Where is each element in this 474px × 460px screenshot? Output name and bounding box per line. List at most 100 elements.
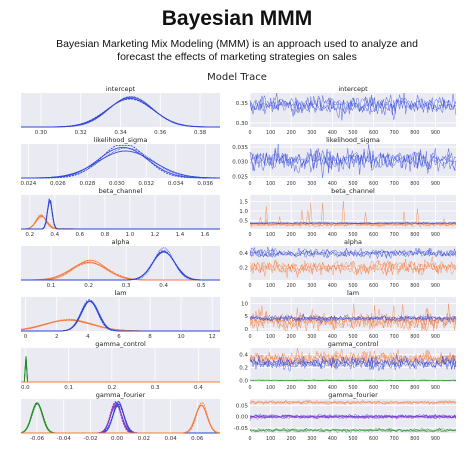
x-tick-label: 0.8 bbox=[100, 232, 109, 238]
y-tick-label: -0.05 bbox=[234, 426, 249, 432]
x-tick-label: 0.034 bbox=[168, 181, 184, 187]
x-tick-label: 500 bbox=[348, 283, 357, 289]
trace-line-blue-chain-4 bbox=[249, 144, 457, 179]
x-tick-label: 0.36 bbox=[154, 130, 167, 136]
x-tick-label: 800 bbox=[410, 334, 419, 340]
x-tick-label: 0.026 bbox=[50, 181, 66, 187]
x-tick-label: -0.04 bbox=[57, 436, 72, 442]
trace-line-blue-chain-4 bbox=[249, 247, 457, 258]
plot-area bbox=[21, 144, 220, 178]
trace-line-orange-chain-4 bbox=[249, 305, 457, 331]
subplot-title: gamma_control bbox=[328, 340, 379, 348]
x-tick-label: 0.34 bbox=[114, 130, 127, 136]
x-tick-label: 100 bbox=[266, 385, 275, 391]
x-tick-label: 0.32 bbox=[75, 130, 87, 136]
x-tick-label: 100 bbox=[266, 232, 275, 238]
x-tick-label: 900 bbox=[431, 385, 440, 391]
x-tick-label: 200 bbox=[287, 334, 296, 340]
subplot-title: gamma_fourier bbox=[328, 391, 378, 399]
x-tick-label: 500 bbox=[348, 232, 357, 238]
y-tick-label: 10 bbox=[241, 301, 248, 307]
y-tick-label: 0.025 bbox=[232, 175, 248, 181]
x-tick-label: 600 bbox=[369, 130, 378, 136]
subplot-title: beta_channel bbox=[331, 187, 375, 195]
x-tick-label: 100 bbox=[266, 436, 275, 442]
x-tick-label: 200 bbox=[287, 232, 296, 238]
x-tick-label: 0.028 bbox=[79, 181, 95, 187]
page-subtitle: Bayesian Marketing Mix Modeling (MMM) is… bbox=[56, 38, 418, 63]
x-tick-label: 0 bbox=[248, 130, 251, 136]
x-tick-label: 500 bbox=[348, 385, 357, 391]
trace-line-blue-chain-4 bbox=[249, 356, 457, 370]
figure-title: Model Trace bbox=[207, 72, 267, 83]
subplot-title: alpha bbox=[344, 238, 362, 246]
x-tick-label: 0.04 bbox=[164, 436, 177, 442]
subplot-density-lam: lam 0 2 4 6 8 10 12 bbox=[20, 289, 220, 340]
x-tick-label: 0.4 bbox=[159, 283, 168, 289]
y-tick-label: 0.2 bbox=[239, 266, 248, 272]
subplot-trace-likelihood-sigma: likelihood_sigma 0 100 200 300 400 500 600 700 80… bbox=[232, 136, 457, 187]
subplot-title: lam bbox=[114, 289, 126, 297]
x-tick-label: 0 bbox=[248, 181, 251, 187]
x-tick-label: 100 bbox=[266, 130, 275, 136]
subplot-trace-gamma-control: gamma_control 0 100 200 300 400 500 600 700 800 90… bbox=[239, 340, 457, 391]
x-tick-label: 0.4 bbox=[194, 385, 203, 391]
y-tick-label: 0.035 bbox=[232, 145, 248, 151]
x-tick-label: 800 bbox=[410, 232, 419, 238]
y-tick-label: 0.35 bbox=[236, 101, 249, 107]
x-tick-label: 0 bbox=[248, 436, 251, 442]
x-tick-label: 0.00 bbox=[111, 436, 124, 442]
trace-line-blue-chain-4 bbox=[249, 222, 457, 225]
trace-line-green-chain-2 bbox=[249, 427, 457, 434]
x-tick-label: 0 bbox=[24, 334, 28, 340]
x-tick-label: 0.2 bbox=[84, 283, 93, 289]
trace-line-blue-chain-4 bbox=[249, 92, 457, 120]
y-tick-label: 0.4 bbox=[239, 251, 248, 257]
y-tick-label: 1.0 bbox=[239, 209, 248, 215]
subplot-density-gamma-fourier: gamma_fourier -0.06 -0.04 -0.02 0.00 0.02 0.04… bbox=[20, 391, 221, 442]
trace-line-blue-chain-2 bbox=[249, 94, 456, 116]
y-tick-label: 5 bbox=[245, 314, 249, 320]
x-tick-label: 0 bbox=[248, 334, 251, 340]
x-tick-label: 1.0 bbox=[126, 232, 135, 238]
trace-line-green-chain-4 bbox=[249, 427, 457, 433]
x-tick-label: 200 bbox=[287, 436, 296, 442]
density-line-orange-chain-4 bbox=[21, 259, 220, 281]
subplot-title: lam bbox=[347, 289, 359, 297]
x-tick-label: 300 bbox=[307, 283, 316, 289]
x-tick-label: 0.02 bbox=[138, 436, 150, 442]
x-tick-label: 0.3 bbox=[151, 385, 160, 391]
x-tick-label: 0.036 bbox=[197, 181, 213, 187]
trace-line-blue-chain-3 bbox=[249, 92, 457, 121]
x-tick-label: 900 bbox=[431, 436, 440, 442]
y-tick-label: 0.2 bbox=[239, 366, 248, 372]
trace-line-orange-chain-4 bbox=[249, 349, 457, 366]
x-tick-label: 0 bbox=[248, 232, 251, 238]
subplot-trace-intercept: intercept 0 100 200 300 400 500 600 700 800 900 0.3… bbox=[236, 85, 457, 136]
x-tick-label: -0.06 bbox=[30, 436, 45, 442]
subplot-title: gamma_fourier bbox=[96, 391, 146, 399]
x-tick-label: 400 bbox=[328, 385, 337, 391]
y-tick-label: 0 bbox=[245, 327, 249, 333]
trace-line-purple-chain-4 bbox=[249, 414, 457, 420]
x-tick-label: 500 bbox=[348, 436, 357, 442]
density-line-blue-chain-4 bbox=[21, 200, 220, 230]
subplot-title: beta_channel bbox=[99, 187, 143, 195]
subplot-density-gamma-control: gamma_control 0.0 0.1 0.2 0.3 0.4 bbox=[21, 340, 220, 391]
density-line-blue-chain-4 bbox=[21, 150, 220, 179]
trace-line-orange-chain-4 bbox=[249, 399, 457, 405]
x-tick-label: 400 bbox=[328, 334, 337, 340]
plot-area bbox=[21, 246, 220, 280]
x-tick-label: 400 bbox=[328, 436, 337, 442]
trace-line-orange-chain-3 bbox=[249, 258, 457, 275]
x-tick-label: 0.6 bbox=[75, 232, 84, 238]
y-tick-label: 0.0 bbox=[239, 379, 248, 385]
subplot-title: gamma_control bbox=[95, 340, 146, 348]
x-tick-label: 8 bbox=[148, 334, 152, 340]
x-tick-label: 700 bbox=[390, 130, 399, 136]
trace-line-blue-chain-3 bbox=[249, 354, 457, 371]
x-tick-label: 0.4 bbox=[50, 232, 59, 238]
y-tick-label: 0.030 bbox=[232, 160, 248, 166]
